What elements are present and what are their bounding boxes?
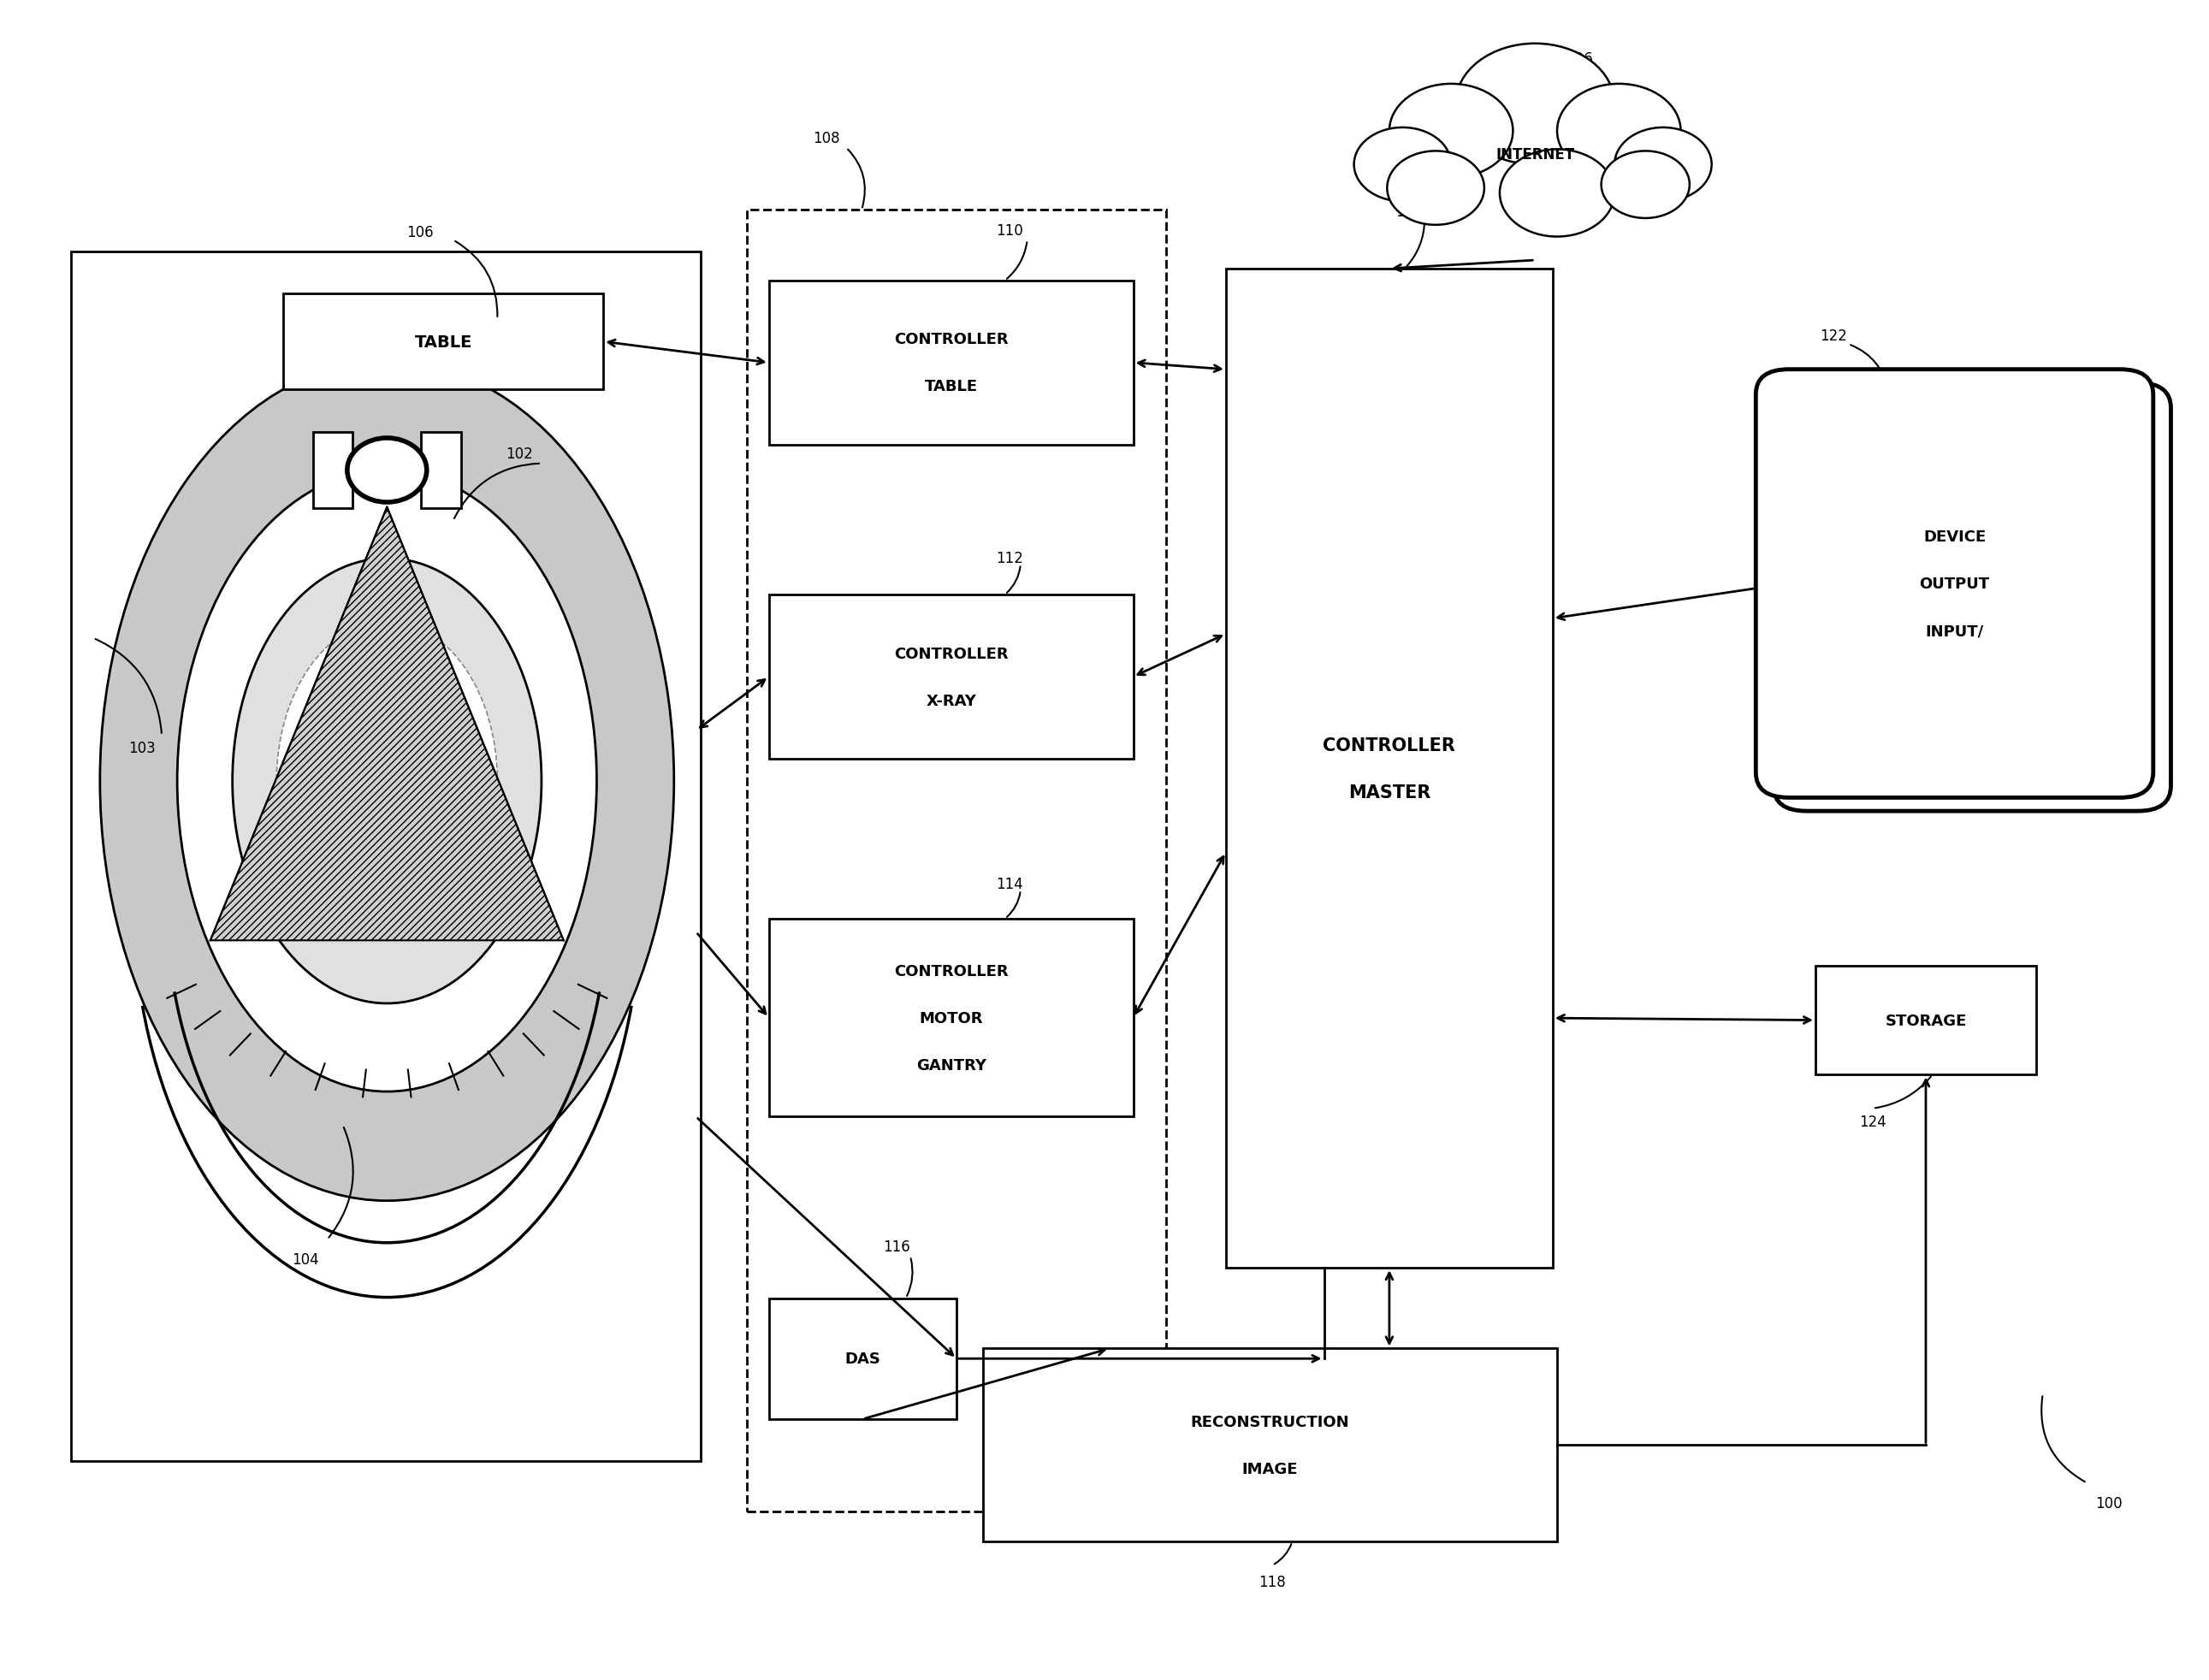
Text: X-RAY: X-RAY xyxy=(926,692,976,709)
FancyBboxPatch shape xyxy=(1756,370,2154,798)
Text: 118: 118 xyxy=(1259,1574,1286,1589)
FancyBboxPatch shape xyxy=(1774,383,2171,811)
Text: STORAGE: STORAGE xyxy=(1884,1013,1966,1028)
Circle shape xyxy=(1389,84,1513,178)
Text: 116: 116 xyxy=(884,1238,910,1253)
Text: 103: 103 xyxy=(128,739,155,756)
Text: CONTROLLER: CONTROLLER xyxy=(895,963,1007,979)
Bar xyxy=(769,919,1133,1117)
Text: 120: 120 xyxy=(1396,205,1423,220)
Text: TABLE: TABLE xyxy=(926,380,979,395)
Text: 122: 122 xyxy=(1820,329,1847,344)
Bar xyxy=(314,433,353,509)
Text: 126: 126 xyxy=(1566,52,1593,67)
Bar xyxy=(283,294,603,390)
Bar xyxy=(1226,269,1553,1268)
Text: 124: 124 xyxy=(1860,1114,1886,1129)
Text: TABLE: TABLE xyxy=(415,334,473,351)
Circle shape xyxy=(1354,128,1451,202)
Bar xyxy=(422,433,462,509)
Ellipse shape xyxy=(232,559,541,1003)
Text: 104: 104 xyxy=(292,1252,318,1267)
Bar xyxy=(1816,966,2037,1075)
Circle shape xyxy=(1557,84,1681,178)
Text: 108: 108 xyxy=(813,131,839,146)
Bar xyxy=(769,1299,956,1420)
Text: CONTROLLER: CONTROLLER xyxy=(895,645,1007,662)
Text: INPUT/: INPUT/ xyxy=(1926,623,1984,638)
Text: 114: 114 xyxy=(996,875,1023,892)
Circle shape xyxy=(1500,150,1615,237)
Text: GANTRY: GANTRY xyxy=(917,1057,985,1072)
Ellipse shape xyxy=(276,622,497,941)
Text: DAS: DAS xyxy=(844,1351,881,1366)
Text: CONTROLLER: CONTROLLER xyxy=(1323,736,1456,754)
Text: 106: 106 xyxy=(406,225,433,240)
Text: 112: 112 xyxy=(996,551,1023,566)
Circle shape xyxy=(1456,44,1615,165)
Text: IMAGE: IMAGE xyxy=(1241,1462,1299,1477)
Text: MOTOR: MOTOR xyxy=(919,1010,983,1026)
Text: 102: 102 xyxy=(506,447,532,462)
Ellipse shape xyxy=(347,438,426,502)
Text: 100: 100 xyxy=(2096,1495,2123,1510)
Polygon shape xyxy=(210,507,563,941)
Text: OUTPUT: OUTPUT xyxy=(1920,576,1990,591)
Bar xyxy=(747,210,1166,1512)
Circle shape xyxy=(1602,151,1690,218)
Text: RECONSTRUCTION: RECONSTRUCTION xyxy=(1191,1415,1350,1430)
Text: 110: 110 xyxy=(996,223,1023,239)
Ellipse shape xyxy=(99,361,674,1201)
Bar xyxy=(71,252,700,1462)
Text: INTERNET: INTERNET xyxy=(1495,148,1575,163)
Text: CONTROLLER: CONTROLLER xyxy=(895,333,1007,348)
Text: MASTER: MASTER xyxy=(1347,783,1431,801)
Bar xyxy=(983,1349,1557,1542)
Circle shape xyxy=(1615,128,1712,202)
Circle shape xyxy=(1387,151,1484,225)
Bar xyxy=(769,281,1133,445)
Text: DEVICE: DEVICE xyxy=(1924,529,1986,544)
Ellipse shape xyxy=(177,470,596,1092)
Bar xyxy=(769,595,1133,759)
